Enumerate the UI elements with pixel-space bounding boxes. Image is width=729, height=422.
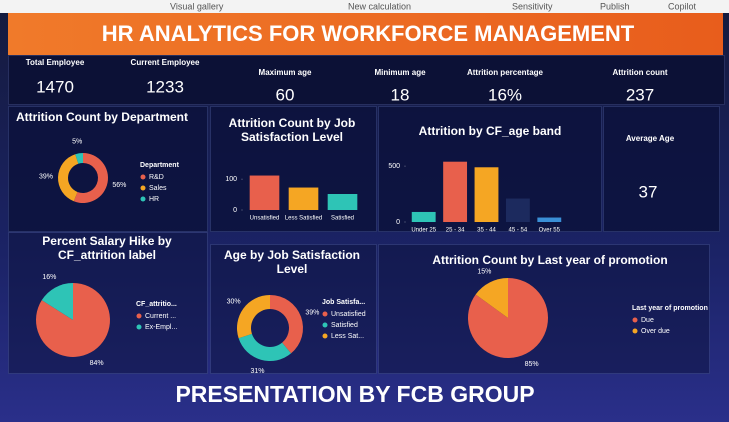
chart-title: Percent Salary Hike by CF_attrition labe… bbox=[42, 234, 172, 262]
kpi-value: 1233 bbox=[146, 77, 184, 96]
legend-swatch bbox=[140, 185, 146, 191]
toolbar-item: Sensitivity bbox=[512, 1, 553, 11]
slice bbox=[270, 295, 304, 354]
footer: PRESENTATION BY FCB GROUP bbox=[175, 381, 534, 407]
x-tick-label: 45 - 54 bbox=[509, 228, 528, 234]
kpi-value: 18 bbox=[391, 85, 410, 104]
bar bbox=[327, 194, 358, 210]
data-label: 85% bbox=[525, 361, 539, 368]
chart-title: Attrition by CF_age band bbox=[418, 124, 562, 138]
data-label: 56% bbox=[112, 182, 126, 189]
title-banner bbox=[8, 13, 723, 55]
kpi-value: 37 bbox=[639, 182, 658, 201]
bar bbox=[249, 175, 280, 210]
legend-label: Ex-Empl... bbox=[145, 324, 177, 331]
kpi-label: Attrition count bbox=[612, 68, 667, 77]
bar bbox=[537, 217, 562, 222]
legend-title: Department bbox=[140, 162, 180, 169]
bar bbox=[288, 187, 319, 210]
kpi-value: 60 bbox=[276, 85, 295, 104]
panel bbox=[210, 106, 377, 232]
slice bbox=[73, 153, 109, 204]
x-tick-label: Less Satisfied bbox=[285, 216, 322, 222]
kpi-value: 1470 bbox=[36, 77, 74, 96]
legend-swatch bbox=[632, 328, 638, 334]
slice bbox=[475, 278, 508, 318]
data-label: 5% bbox=[72, 138, 82, 145]
slice bbox=[236, 295, 270, 339]
slice bbox=[238, 333, 292, 362]
y-tick-label: 0 bbox=[233, 207, 237, 214]
x-tick-label: Over 55 bbox=[539, 228, 561, 234]
data-label: 84% bbox=[90, 360, 104, 367]
legend-swatch bbox=[322, 333, 328, 339]
chart-title: Attrition Count by Department bbox=[16, 110, 188, 124]
slice bbox=[58, 154, 79, 202]
legend-label: Satisfied bbox=[331, 322, 358, 329]
legend-label: HR bbox=[149, 196, 159, 203]
legend-swatch bbox=[136, 313, 142, 319]
bar bbox=[443, 161, 468, 222]
kpi-label: Total Employee bbox=[26, 58, 85, 67]
chart-title: Age by Job Satisfaction Level bbox=[223, 248, 361, 276]
legend-swatch bbox=[140, 174, 146, 180]
data-label: 39% bbox=[39, 174, 53, 181]
header-title: HR ANALYTICS FOR WORKFORCE MANAGEMENT bbox=[102, 21, 635, 46]
bar bbox=[411, 211, 436, 222]
x-tick-label: 35 - 44 bbox=[477, 228, 496, 234]
legend-label: Unsatisfied bbox=[331, 311, 366, 318]
x-tick-label: Satisfied bbox=[331, 216, 354, 222]
data-label: 16% bbox=[42, 274, 56, 281]
legend-label: R&D bbox=[149, 174, 164, 181]
chart-title: Attrition Count by Last year of promotio… bbox=[432, 253, 668, 267]
kpi-label: Attrition percentage bbox=[467, 68, 544, 77]
toolbar-item: Publish bbox=[600, 1, 630, 11]
legend-swatch bbox=[140, 196, 146, 202]
kpi-value: 16% bbox=[488, 85, 522, 104]
toolbar-item: New calculation bbox=[348, 1, 411, 11]
legend-title: Job Satisfa... bbox=[322, 299, 365, 306]
chart-title: Attrition Count by Job Satisfaction Leve… bbox=[228, 116, 356, 144]
toolbar-item: Copilot bbox=[668, 1, 697, 11]
kpi-value: 237 bbox=[626, 85, 654, 104]
x-tick-label: Unsatisfied bbox=[250, 216, 280, 222]
slice bbox=[467, 278, 548, 358]
y-tick-label: 100 bbox=[225, 176, 237, 183]
panel bbox=[603, 106, 720, 232]
legend-label: Less Sat... bbox=[331, 333, 364, 340]
y-tick-label: 500 bbox=[388, 163, 400, 170]
x-tick-label: Under 25 bbox=[411, 228, 436, 234]
kpi-label: Maximum age bbox=[259, 68, 312, 77]
slice bbox=[41, 283, 73, 320]
legend-label: Due bbox=[641, 317, 654, 324]
toolbar bbox=[0, 0, 729, 13]
legend-label: Current ... bbox=[145, 313, 176, 320]
data-label: 31% bbox=[250, 368, 264, 375]
legend-swatch bbox=[322, 311, 328, 317]
kpi-label: Current Employee bbox=[131, 58, 200, 67]
legend-swatch bbox=[136, 324, 142, 330]
bar bbox=[505, 198, 530, 222]
toolbar-item: Visual gallery bbox=[170, 1, 224, 11]
bar bbox=[474, 167, 499, 222]
legend-swatch bbox=[322, 322, 328, 328]
data-label: 15% bbox=[477, 269, 491, 276]
legend-title: Last year of promotion bbox=[632, 305, 708, 312]
kpi-label: Minimum age bbox=[374, 68, 426, 77]
panel bbox=[8, 106, 208, 232]
slice bbox=[75, 153, 83, 164]
legend-label: Over due bbox=[641, 328, 670, 335]
kpi-strip bbox=[8, 55, 725, 105]
legend-label: Sales bbox=[149, 185, 167, 192]
kpi-label: Average Age bbox=[626, 134, 675, 143]
y-tick-label: 0 bbox=[396, 219, 400, 226]
data-label: 39% bbox=[305, 310, 319, 317]
legend-title: CF_attritio... bbox=[136, 301, 177, 308]
x-tick-label: 25 - 34 bbox=[446, 228, 465, 234]
legend-swatch bbox=[632, 317, 638, 323]
data-label: 30% bbox=[227, 298, 241, 305]
